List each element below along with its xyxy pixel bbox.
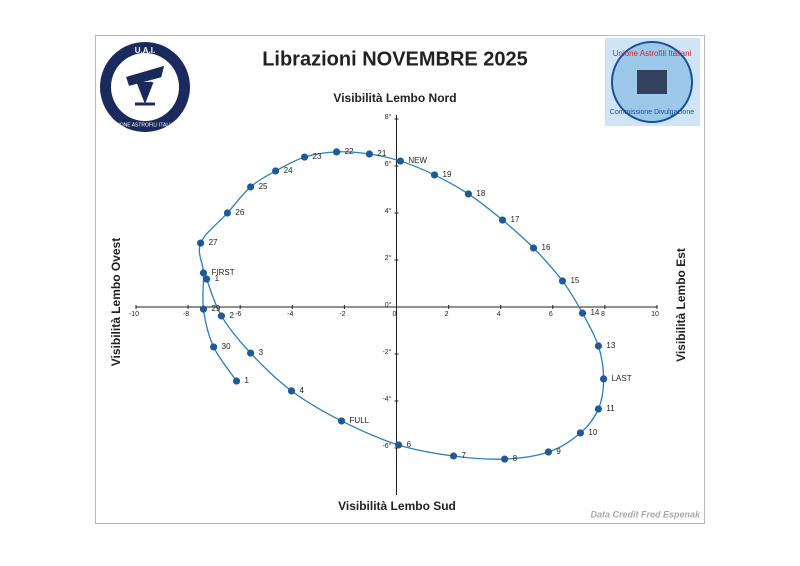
logo-top-text: Unione Astrofili Italiani [613,49,692,58]
y-tick-label: 6° [385,160,392,168]
x-tick-label: 2 [445,311,449,318]
day-label: 23 [313,152,322,161]
y-tick-label: 2° [385,254,392,262]
day-label: 16 [542,243,551,252]
day-label: 13 [606,341,615,350]
left-label: Visibilità Lembo Ovest [109,238,123,366]
day-label: 29 [211,304,220,313]
day-point [529,244,538,252]
day-point [337,417,346,425]
day-label: 26 [235,208,244,217]
day-point [449,452,458,460]
day-point [272,167,280,175]
day-point [287,387,296,395]
day-point [202,275,211,283]
day-point [430,171,439,179]
day-point [247,183,255,191]
day-label: 30 [222,342,231,351]
day-label: 27 [209,238,218,247]
day-label: 10 [588,428,597,437]
day-point [599,375,608,383]
day-label: 14 [590,308,599,317]
day-label: 2 [229,311,234,320]
day-point [594,405,602,413]
x-tick-label: 6 [549,311,553,318]
logo-icon [637,70,667,94]
day-point [576,429,585,437]
day-label: LAST [612,374,632,383]
day-point [197,239,205,247]
day-label: 21 [377,149,386,158]
x-tick-label: -6 [235,311,241,318]
logo-right: Unione Astrofili Italiani Commissione Di… [605,38,700,126]
day-label: 3 [259,348,264,357]
x-tick-label: 8 [601,311,605,318]
day-label: 24 [284,166,293,175]
day-point [394,441,403,449]
y-tick-label: -6° [382,442,391,450]
day-label: 1 [245,376,250,385]
day-point [223,209,232,217]
y-tick-label: 0° [385,301,392,309]
x-tick-label: 10 [651,311,659,318]
x-tick-label: -4 [287,311,293,318]
day-point [210,343,218,351]
top-label: Visibilità Lembo Nord [333,91,456,105]
logo-ring-text: UNIONE ASTROFILI ITALIANI [111,122,179,128]
x-tick-label: -10 [129,311,139,318]
chart-title: Librazioni NOVEMBRE 2025 [262,48,528,70]
logo-left: U.A.I. UNIONE ASTROFILI ITALIANI [100,42,190,132]
right-label: Visibilità Lembo Est [674,248,688,362]
credit: Data Credit Fred Espenak [590,509,701,519]
day-label: FULL [350,416,370,425]
day-label: 8 [513,454,518,463]
day-point [232,377,241,385]
x-tick-label: -8 [183,311,189,318]
day-label: NEW [408,156,427,165]
x-tick-label: 4 [497,311,501,318]
day-label: 4 [300,386,305,395]
y-tick-label: 8° [385,113,392,121]
day-label: 22 [345,147,354,156]
day-point [558,277,567,285]
day-label: 25 [259,182,268,191]
day-label: 18 [476,189,485,198]
day-point [300,153,309,161]
day-point [464,190,472,198]
day-label: 17 [511,215,520,224]
day-point [365,150,374,158]
x-tick-label: 0 [393,311,397,318]
x-tick-label: -2 [339,311,345,318]
day-label: 15 [570,276,579,285]
day-label: 6 [407,440,412,449]
day-point [247,349,255,357]
day-point [332,148,341,156]
y-tick-label: -2° [382,348,391,356]
y-tick-label: -4° [382,395,391,403]
day-label: 11 [606,404,615,413]
logo-telescope [126,65,165,106]
bottom-label: Visibilità Lembo Sud [338,499,456,513]
day-point [199,269,208,277]
y-tick-label: 4° [385,207,392,215]
day-label: FIRST [211,268,234,277]
day-label: 19 [443,170,452,179]
day-point [594,342,602,350]
day-point [544,448,552,456]
logo-bottom-text: Commissione Divulgazione [610,109,695,116]
day-point [501,455,509,463]
day-point [498,216,507,224]
day-label: 1 [215,274,220,283]
logo-title: U.A.I. [135,46,155,55]
day-point [199,305,208,313]
day-label: 9 [556,447,561,456]
day-point [217,312,226,320]
day-point [578,309,587,317]
day-label: 7 [462,451,467,460]
day-point [396,157,405,165]
